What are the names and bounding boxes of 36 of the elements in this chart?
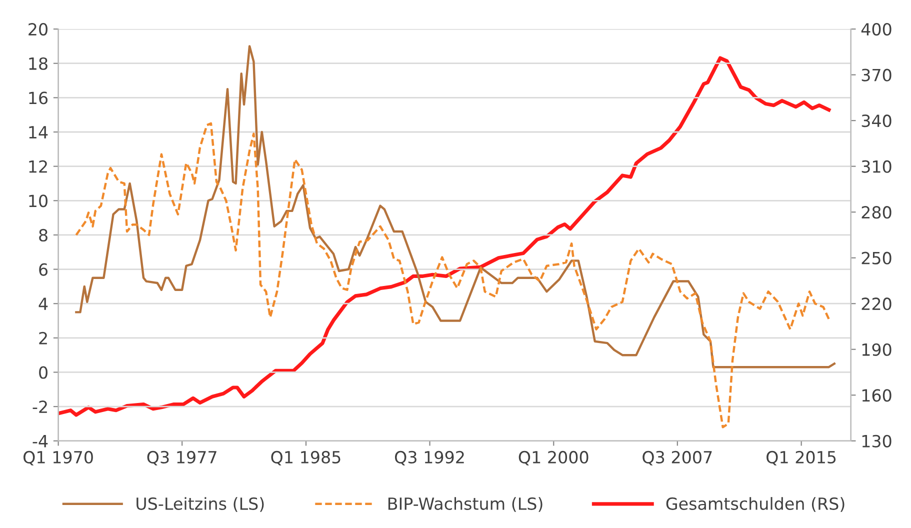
legend-label: Gesamtschulden (RS)	[666, 497, 844, 512]
x-tick-label: Q3 2007	[642, 450, 712, 466]
y-tick-label: -2	[32, 400, 47, 413]
legend-label: BIP-Wachstum (LS)	[388, 497, 542, 512]
y2-tick-label: 280	[862, 206, 892, 219]
x-tick-label: Q3 1977	[147, 450, 216, 466]
x-tick-label: Q1 1985	[271, 450, 340, 466]
y-tick-label: 10	[29, 194, 48, 208]
x-tick-label: Q1 2015	[766, 450, 836, 466]
y2-tick-label: 160	[862, 389, 892, 402]
y2-tick-label: 340	[862, 114, 892, 128]
y-tick-label: 0	[39, 366, 48, 379]
y-tick-label: 20	[28, 23, 48, 36]
x-tick-label: Q3 1992	[394, 450, 464, 466]
y2-tick-label: 370	[862, 68, 892, 82]
x-tick-label: Q1 1970	[24, 450, 93, 466]
y-tick-label: 8	[39, 228, 48, 242]
y2-tick-label: 250	[862, 252, 892, 264]
line-series	[75, 45, 836, 368]
y-tick-label: 18	[29, 57, 48, 70]
y2-tick-label: 190	[862, 343, 892, 356]
y-tick-label: -4	[32, 435, 48, 448]
y-tick-label: 16	[29, 92, 48, 104]
y-tick-label: 4	[38, 298, 48, 310]
y2-tick-label: 310	[862, 160, 892, 173]
x-tick-label: Q1 2000	[518, 450, 588, 466]
line-series	[58, 56, 831, 417]
legend-label: US-Leitzins (LS)	[136, 497, 264, 512]
y-tick-label: 14	[29, 126, 48, 138]
y2-tick-label: 130	[862, 434, 892, 448]
line-series	[75, 122, 830, 428]
y-tick-label: 12	[29, 160, 47, 173]
y2-tick-label: 220	[862, 298, 892, 310]
y2-tick-label: 400	[861, 23, 892, 36]
y-tick-label: 6	[39, 263, 48, 276]
y-tick-label: 2	[39, 332, 47, 344]
